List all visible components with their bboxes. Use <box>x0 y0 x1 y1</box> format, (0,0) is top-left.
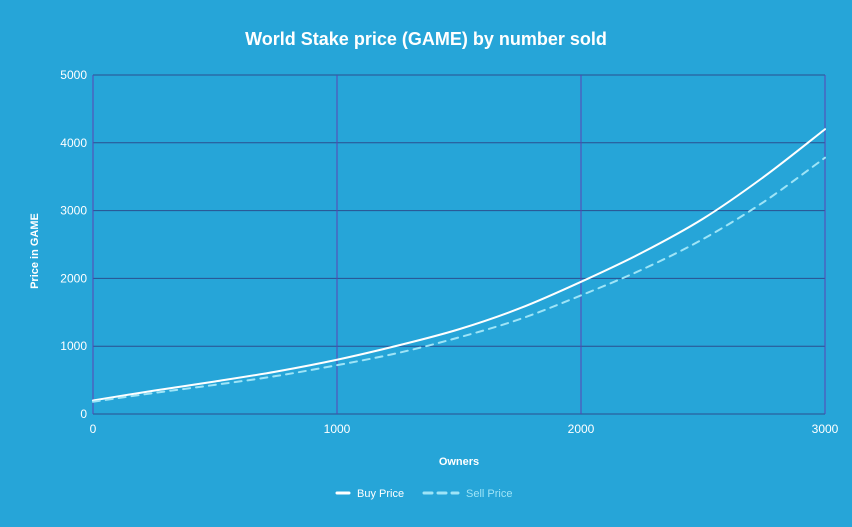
y-tick-label: 1000 <box>60 339 87 353</box>
legend-sell-price-label: Sell Price <box>466 488 512 500</box>
legend: Buy Price Sell Price <box>335 488 512 500</box>
y-tick-label: 4000 <box>60 136 87 150</box>
y-axis-title: Price in GAME <box>29 213 41 289</box>
y-tick-labels: 0 1000 2000 3000 4000 5000 <box>60 68 87 421</box>
grid <box>92 74 826 415</box>
series-line-buy-price <box>92 128 826 402</box>
chart-title: World Stake price (GAME) by number sold <box>245 29 607 49</box>
x-axis-title: Owners <box>439 456 479 468</box>
series-lines <box>92 128 826 403</box>
x-tick-label: 3000 <box>812 422 839 436</box>
y-tick-label: 0 <box>80 407 87 421</box>
y-tick-label: 2000 <box>60 271 87 285</box>
y-tick-label: 3000 <box>60 204 87 218</box>
x-tick-label: 0 <box>90 422 97 436</box>
x-tick-labels: 0 1000 2000 3000 <box>90 422 839 436</box>
x-tick-label: 1000 <box>324 422 351 436</box>
x-tick-label: 2000 <box>568 422 595 436</box>
legend-buy-price-label: Buy Price <box>357 488 404 500</box>
series-line-sell-price <box>92 156 826 403</box>
y-tick-label: 5000 <box>60 68 87 82</box>
